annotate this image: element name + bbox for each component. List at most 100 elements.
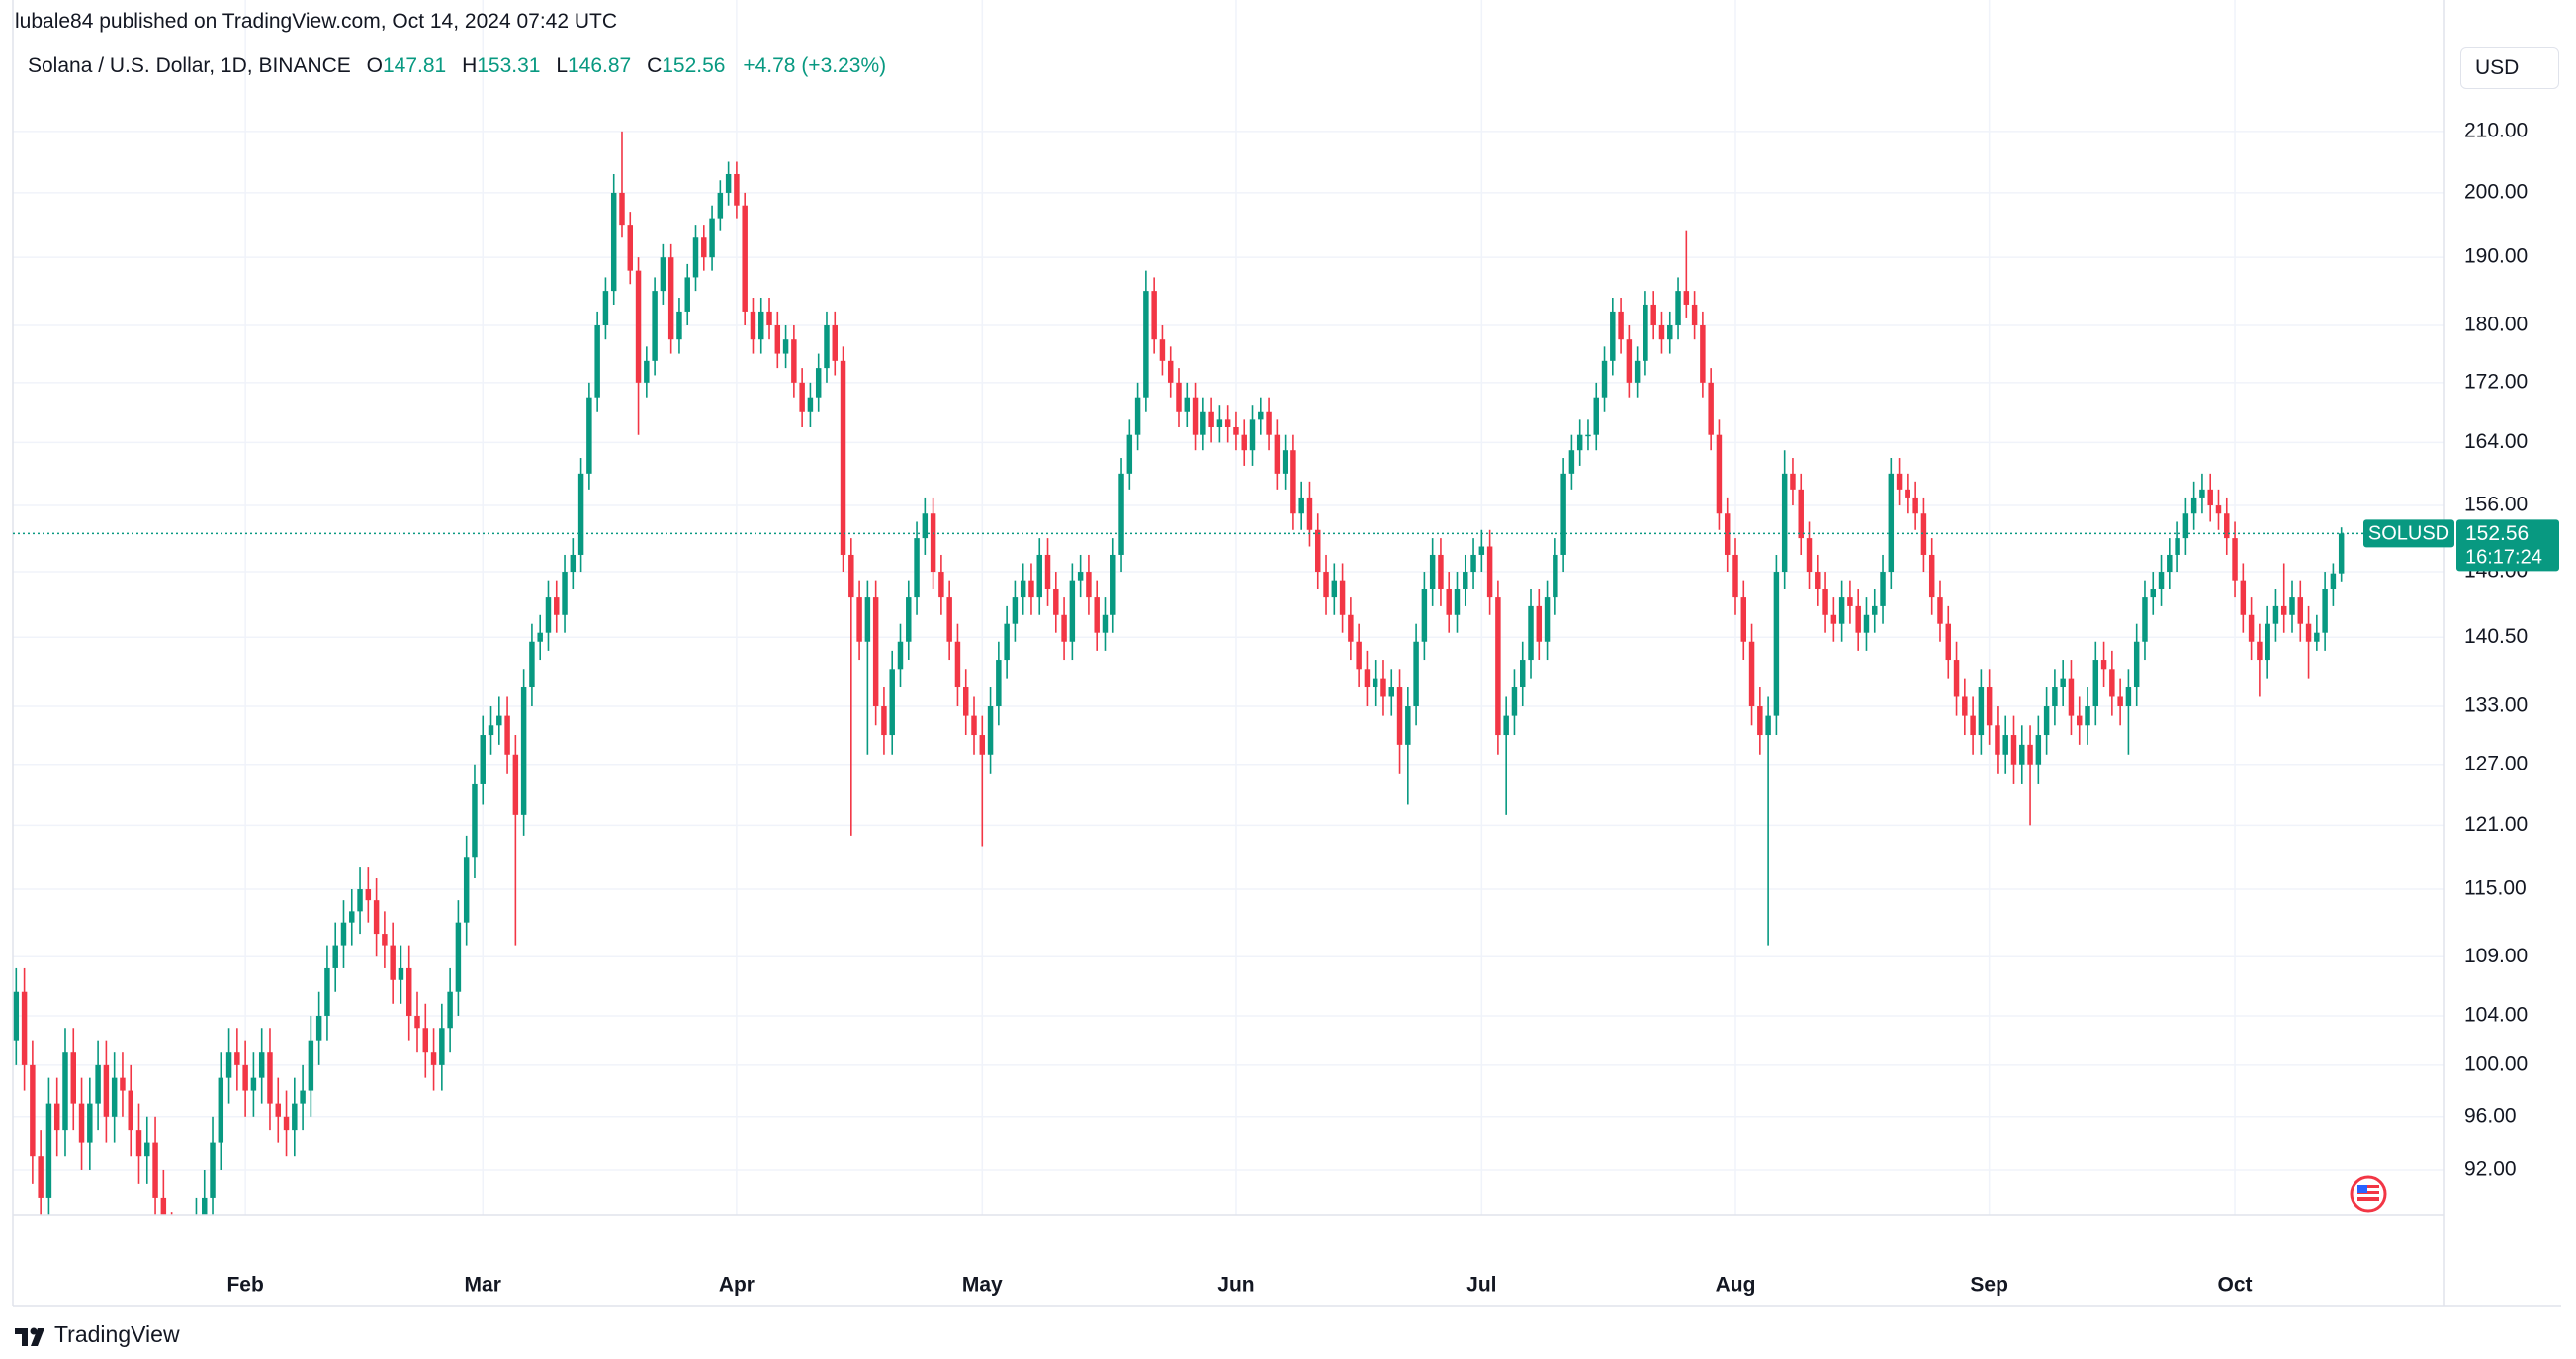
candle-body (1134, 397, 1141, 435)
candle-body (2305, 623, 2312, 642)
candle-body (766, 311, 772, 325)
candle-body (1544, 597, 1551, 642)
candle-body (610, 192, 617, 292)
candle-body (971, 715, 977, 736)
candle-body (2338, 533, 2345, 574)
candle-body (2117, 696, 2123, 707)
candle-body (2142, 597, 2148, 642)
candle-body (1028, 580, 1034, 598)
candle-body (1978, 687, 1985, 736)
candle-body (897, 641, 904, 670)
candle-body (1086, 572, 1092, 598)
change-percent: (+3.23%) (801, 54, 887, 77)
candle-body (2043, 706, 2050, 736)
candle-body (1159, 339, 1166, 361)
candle-body (1208, 411, 1214, 428)
candle-body (1781, 473, 1788, 573)
candle-body (250, 1077, 257, 1091)
candle-body (45, 1103, 52, 1198)
candle-body (1020, 580, 1026, 598)
candle-body (2027, 744, 2033, 765)
candle-body (742, 205, 748, 312)
ohlc-value: 146.87 (568, 54, 632, 77)
x-tick-label: Mar (465, 1274, 501, 1297)
candle-body (930, 513, 936, 573)
ohlc-label: C (647, 54, 663, 77)
candle-body (660, 257, 666, 292)
candle-body (382, 934, 388, 946)
candle-body (258, 1052, 265, 1078)
candle-body (202, 1197, 208, 1215)
candle-body (824, 324, 830, 369)
x-tick-label: Feb (226, 1274, 263, 1297)
currency-button[interactable]: USD (2460, 47, 2559, 89)
candle-body (430, 1052, 437, 1065)
price-tag (2456, 519, 2559, 572)
candle-body (2297, 597, 2304, 624)
candle-body (1798, 489, 1804, 539)
candle-body (644, 360, 650, 383)
y-tick-label: 210.00 (2464, 119, 2528, 141)
candle-body (480, 735, 486, 784)
candle-body (1528, 605, 1534, 661)
candle-body (1511, 687, 1518, 716)
candle-body (1691, 304, 1698, 325)
y-tick-label: 164.00 (2464, 430, 2528, 453)
ohlc-value: 152.56 (662, 54, 726, 77)
candle-body (1143, 291, 1149, 398)
candle-body (1658, 324, 1665, 340)
candle-body (1036, 554, 1042, 598)
candle-body (554, 597, 560, 615)
candle-body (177, 1270, 182, 1300)
candle-body (1855, 605, 1861, 633)
candle-body (692, 237, 699, 278)
candle-body (1331, 580, 1338, 598)
candle-body (602, 291, 609, 325)
candle-body (2133, 641, 2140, 688)
candle-body (832, 324, 838, 361)
candle-body (872, 597, 879, 707)
candle-body (2060, 678, 2066, 688)
y-tick-label: 140.50 (2464, 625, 2528, 648)
candle-body (627, 225, 634, 271)
candle-body (2232, 538, 2238, 581)
candle-body (1520, 660, 1526, 688)
candle-body (135, 1130, 142, 1157)
candle-body (2010, 735, 2017, 765)
candle-body (267, 1052, 273, 1104)
candle-body (1478, 546, 1485, 555)
candle-body (520, 687, 527, 815)
candle-body (160, 1197, 167, 1215)
candle-body (95, 1064, 101, 1104)
candle-body (1364, 669, 1371, 688)
flag-icon[interactable] (2350, 1175, 2387, 1213)
y-tick-label: 190.00 (2464, 245, 2528, 268)
candle-body (577, 473, 584, 555)
candle-body (194, 1226, 199, 1255)
candle-body (1683, 291, 1690, 305)
candle-body (1601, 360, 1608, 398)
candle-body (962, 687, 969, 716)
candle-body (570, 554, 577, 573)
candle-body (496, 715, 502, 726)
candle-body (1626, 339, 1633, 383)
candle-body (537, 632, 543, 642)
x-tick-label: Oct (2218, 1274, 2253, 1297)
candle-body (1110, 554, 1116, 615)
candle-body (1429, 554, 1436, 589)
candle-body (1667, 324, 1673, 340)
candle-body (1675, 291, 1681, 325)
candle-body (922, 513, 929, 539)
candle-body (1610, 311, 1616, 361)
candle-body (1716, 434, 1723, 514)
candle-body (1970, 715, 1976, 736)
candle-body (414, 1015, 420, 1029)
candle-body (1536, 605, 1543, 642)
candle-body (2182, 513, 2189, 539)
candle-body (1945, 623, 1951, 661)
candle-body (1200, 411, 1206, 435)
candle-body (848, 554, 854, 598)
candle-body (2330, 573, 2337, 589)
candle-body (439, 1028, 445, 1065)
